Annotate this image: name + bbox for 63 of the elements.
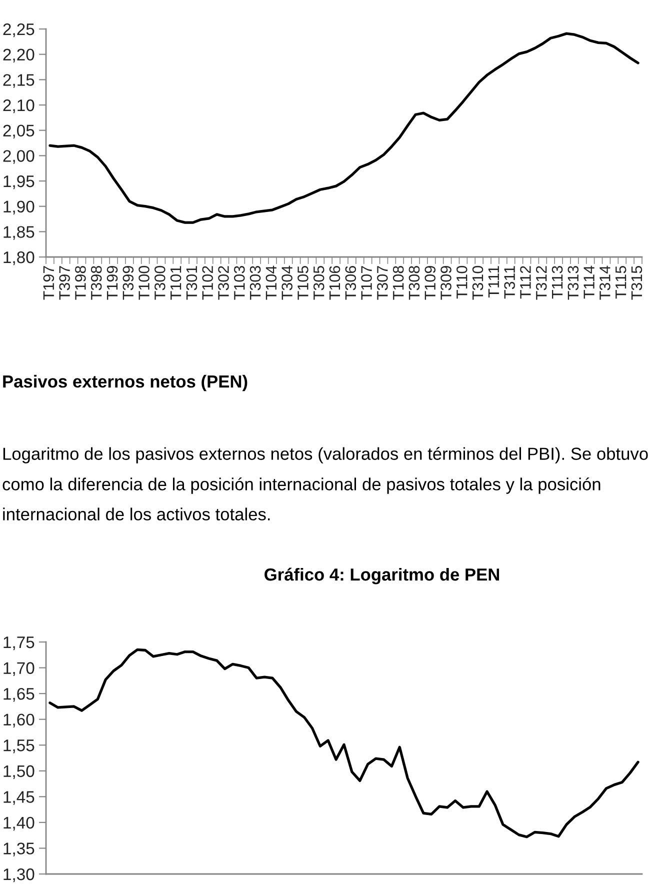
x-tick-label: T315 [631,266,642,300]
y-tick-label: 1,35 [4,842,34,856]
x-tick-label: T100 [138,266,150,300]
text: Pasivos externos netos (PEN) [3,374,248,392]
x-tick-label: T112 [520,266,531,299]
y-tick-label: 1,60 [4,714,34,728]
y-tick-label: 1,65 [4,688,34,702]
x-tick-label: T313 [568,266,579,300]
x-tick-label: T198 [75,266,86,300]
x-tick-label: T305 [313,266,324,300]
x-tick-label: T307 [377,266,388,300]
x-tick-label: T397 [59,266,70,300]
x-tick-label: T312 [536,266,547,300]
y-tick-label: 1,45 [4,791,34,805]
x-tick-label: T309 [440,266,452,300]
x-tick-label: T303 [250,266,261,300]
x-tick-label: T310 [472,266,484,300]
x-tick-label: T107 [361,266,372,300]
x-tick-label: T199 [106,266,118,300]
x-tick-label: T314 [600,266,610,300]
y-tick-label: 2,20 [3,48,34,63]
x-tick-label: T115 [616,266,626,299]
x-tick-label: T111 [488,266,499,298]
text: Logaritmo de los pasivos externos netos (valorados en términos del PBI). Se obtuvo como la diferencia de la posición internacional de pasivos totales y la posición internacional de los activos totales. [2,447,648,520]
chart-title: Gráfico 4: Logaritmo de PEN [264,568,500,584]
line-series [48,648,640,838]
line-series [48,32,640,224]
y-tick-label: 2,10 [3,99,34,114]
x-tick-label: T197 [43,266,54,300]
x-tick-label: T308 [408,266,420,300]
x-tick-label: T113 [552,266,563,299]
x-tick-label: T306 [345,266,356,300]
x-tick-label: T114 [584,266,594,299]
x-tick-label: T398 [90,266,102,300]
x-tick-label: T301 [186,266,198,300]
y-tick-label: 1,55 [4,740,34,754]
x-tick-label: T399 [122,266,134,300]
x-tick-label: T103 [234,266,245,300]
y-tick-label: 1,30 [4,868,34,882]
y-tick-label: 2,25 [3,23,34,38]
x-tick-label: T104 [266,266,277,300]
x-tick-label: T109 [424,266,436,300]
x-tick-label: T110 [456,266,468,299]
x-tick-label: T304 [282,266,292,300]
x-tick-label: T300 [154,266,166,300]
y-tick-label: 1,90 [4,200,34,215]
y-tick-label: 2,15 [3,74,34,88]
y-tick-label: 1,85 [4,226,34,240]
y-tick-label: 1,95 [4,175,34,190]
x-tick-label: T311 [504,266,515,299]
x-tick-label: T106 [329,266,340,300]
x-tick-label: T101 [170,266,182,300]
x-tick-label: T102 [202,266,214,300]
y-tick-label: 1,70 [4,662,34,676]
y-tick-label: 1,40 [4,816,34,831]
y-tick-label: 1,75 [4,636,34,650]
y-tick-label: 1,80 [4,251,34,266]
x-tick-label: T302 [218,266,229,300]
x-tick-label: T105 [298,266,308,300]
y-tick-label: 2,00 [3,150,34,164]
x-tick-label: T108 [392,266,404,300]
y-tick-label: 1,50 [4,765,34,780]
y-tick-label: 2,05 [3,124,34,139]
